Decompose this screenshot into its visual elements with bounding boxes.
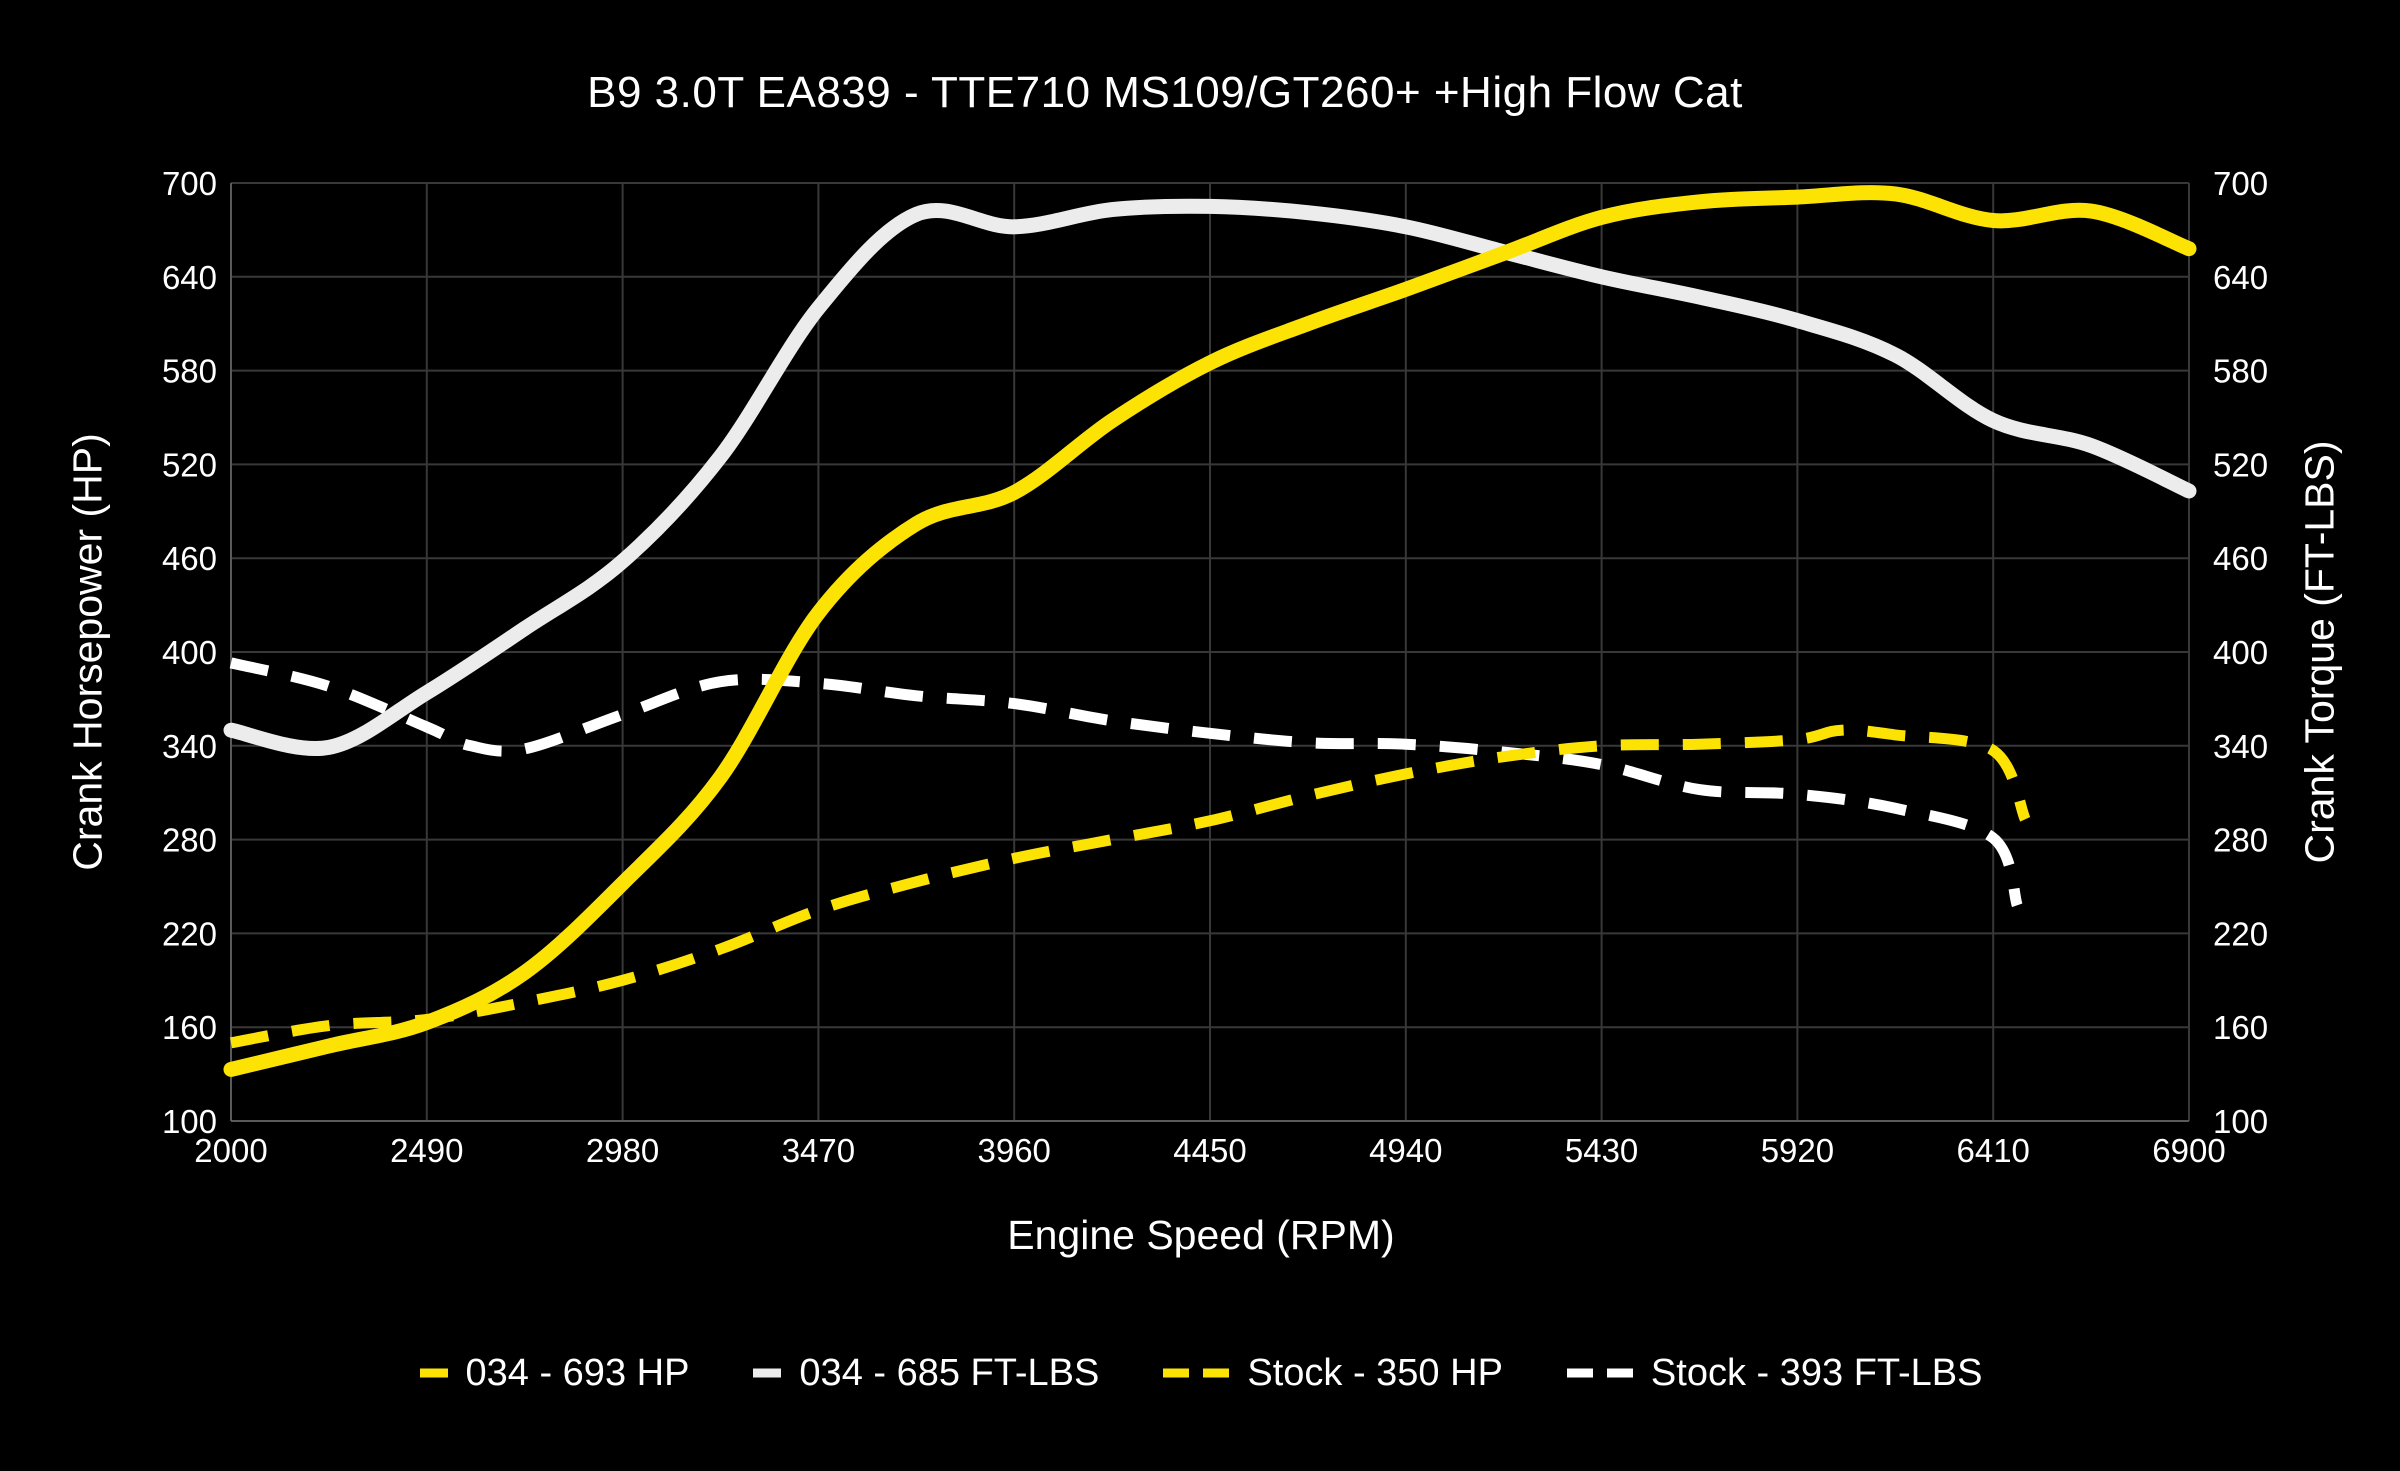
y-tick-label-right: 220 xyxy=(2213,915,2268,952)
legend-item-034-hp: 034 - 693 HP xyxy=(418,1351,690,1395)
y-tick-label-left: 460 xyxy=(162,540,217,577)
legend-label: Stock - 393 FT-LBS xyxy=(1650,1351,1983,1394)
y-tick-label-right: 160 xyxy=(2213,1009,2268,1046)
legend-label: Stock - 350 HP xyxy=(1247,1351,1503,1394)
y-tick-label-right: 340 xyxy=(2213,728,2268,765)
y-tick-label-right: 400 xyxy=(2213,634,2268,671)
legend-line-sample-dashed-white xyxy=(1566,1368,1633,1378)
x-tick-label: 5920 xyxy=(1761,1132,1834,1169)
legend-label: 034 - 693 HP xyxy=(465,1351,690,1394)
y-tick-label-left: 580 xyxy=(162,353,217,390)
y-tick-label-left: 640 xyxy=(162,259,217,296)
y-tick-label-right: 100 xyxy=(2213,1103,2268,1140)
chart-legend: 034 - 693 HP 034 - 685 FT-LBS Stock - 35… xyxy=(0,1344,2400,1402)
chart-title: B9 3.0T EA839 - TTE710 MS109/GT260+ +Hig… xyxy=(587,68,1743,117)
curve-stock-393-ft-lbs xyxy=(229,657,2023,908)
y-tick-label-right: 640 xyxy=(2213,259,2268,296)
y-tick-label-right: 580 xyxy=(2213,353,2268,390)
legend-label: 034 - 685 FT-LBS xyxy=(799,1351,1100,1394)
x-tick-label: 3470 xyxy=(782,1132,855,1169)
x-tick-label: 2980 xyxy=(586,1132,659,1169)
y-tick-label-left: 280 xyxy=(162,822,217,859)
x-tick-label: 5430 xyxy=(1565,1132,1638,1169)
y-axis-title-left: Crank Horsepower (HP) xyxy=(64,433,111,871)
y-tick-label-right: 280 xyxy=(2213,822,2268,859)
x-tick-label: 4940 xyxy=(1369,1132,1442,1169)
x-tick-label: 3960 xyxy=(977,1132,1050,1169)
y-tick-label-left: 400 xyxy=(162,634,217,671)
x-tick-label: 2000 xyxy=(194,1132,267,1169)
x-tick-label: 2490 xyxy=(390,1132,463,1169)
y-tick-label-left: 160 xyxy=(162,1009,217,1046)
y-tick-label-right: 520 xyxy=(2213,446,2268,483)
curve-034-685-ft-lbs xyxy=(223,198,2197,756)
y-tick-label-right: 460 xyxy=(2213,540,2268,577)
legend-item-034-torque: 034 - 685 FT-LBS xyxy=(751,1352,1099,1395)
legend-line-sample-solid-yellow xyxy=(419,1368,448,1378)
x-tick-label: 4450 xyxy=(1173,1132,1246,1169)
x-axis-title: Engine Speed (RPM) xyxy=(1007,1212,1395,1258)
y-tick-label-left: 220 xyxy=(162,915,217,952)
legend-line-sample-solid-white xyxy=(753,1368,782,1378)
legend-item-stock-torque: Stock - 393 FT-LBS xyxy=(1565,1352,1983,1395)
y-axis-title-right: Crank Torque (FT-LBS) xyxy=(2296,440,2343,864)
curve-stock-350-hp xyxy=(230,724,2031,1049)
x-tick-label: 6410 xyxy=(1956,1132,2029,1169)
legend-line-sample-dashed-yellow xyxy=(1163,1368,1230,1378)
y-tick-label-right: 700 xyxy=(2213,165,2268,202)
y-tick-label-left: 100 xyxy=(162,1103,217,1140)
x-tick-label: 6900 xyxy=(2152,1132,2225,1169)
legend-item-stock-hp: Stock - 350 HP xyxy=(1161,1352,1503,1395)
y-tick-label-left: 340 xyxy=(162,728,217,765)
y-tick-label-left: 520 xyxy=(162,446,217,483)
y-tick-label-left: 700 xyxy=(162,165,217,202)
curve-034-693-hp xyxy=(223,185,2197,1077)
